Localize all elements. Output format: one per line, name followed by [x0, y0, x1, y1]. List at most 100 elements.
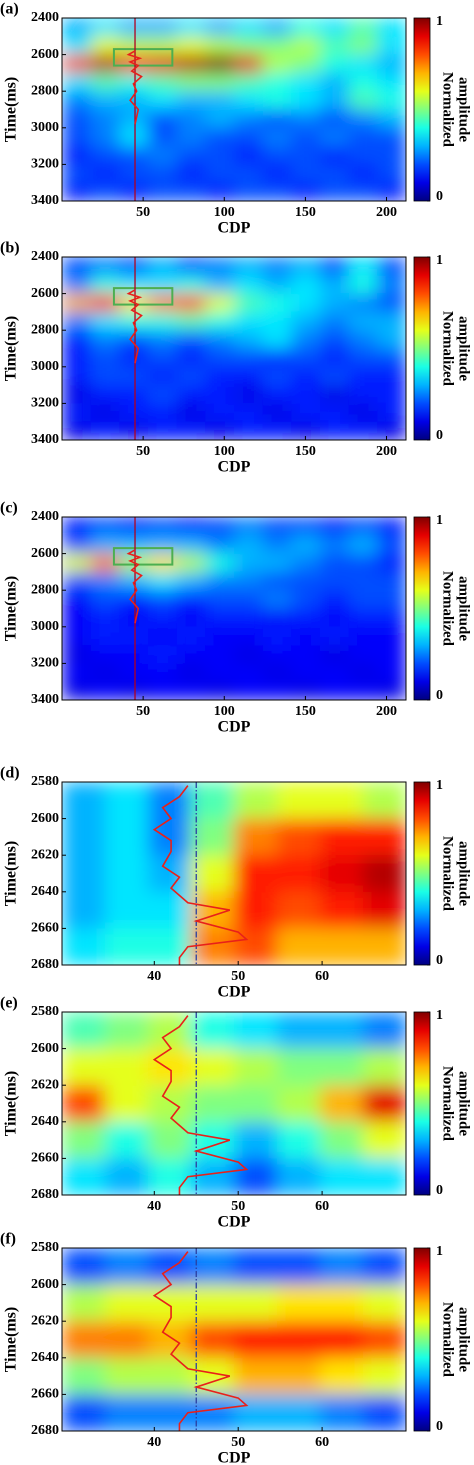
heat-cell	[262, 146, 292, 165]
heat-cell	[62, 1085, 106, 1123]
heat-cell	[176, 293, 206, 313]
heat-cell	[348, 403, 378, 423]
heat-cell	[62, 590, 92, 609]
y-tick-label: 3000	[31, 619, 59, 634]
heat-cell	[90, 293, 120, 313]
heat-cell	[90, 109, 120, 129]
heat-cell	[119, 571, 149, 591]
heat-cell	[363, 1048, 406, 1086]
x-tick-label: 50	[136, 205, 150, 220]
highlight-box	[112, 48, 174, 67]
heat-cell	[262, 571, 292, 591]
heat-cell	[363, 1284, 406, 1322]
x-tick-label: 100	[214, 704, 235, 719]
y-tick-label: 2400	[31, 10, 59, 25]
heat-cell	[291, 54, 321, 74]
heat-cell	[148, 645, 178, 664]
heat-cell	[291, 293, 321, 313]
heat-cell	[363, 1394, 406, 1431]
heat-cell	[148, 146, 178, 165]
heat-cell	[234, 818, 278, 856]
heat-cell	[234, 403, 264, 423]
x-tick-label: 100	[214, 444, 235, 459]
heat-cell	[62, 348, 92, 368]
heat-cell	[119, 421, 149, 440]
heat-cell	[62, 146, 92, 165]
heat-cell	[90, 182, 120, 201]
heat-cell	[348, 553, 378, 573]
heat-cell	[291, 403, 321, 423]
heat-cell	[377, 330, 406, 349]
heat-cell	[291, 590, 321, 609]
heat-cell	[262, 681, 292, 700]
y-tick-label: 2580	[31, 1240, 59, 1255]
y-tick-label: 3400	[31, 432, 59, 447]
heat-cell	[234, 127, 264, 147]
heatmap-cells	[62, 18, 406, 201]
heat-cell	[320, 403, 350, 423]
heat-cell	[62, 164, 92, 184]
heat-cell	[234, 311, 264, 331]
heat-cell	[119, 36, 149, 56]
heat-cell	[205, 645, 235, 664]
y-axis-label: Time(ms)	[3, 316, 20, 381]
heat-cell	[291, 18, 321, 37]
colorbar-tick-label: 0	[436, 428, 443, 443]
heat-cell	[377, 403, 406, 423]
well-trace	[152, 1015, 249, 1195]
heat-cell	[176, 626, 206, 646]
heat-cell	[377, 18, 406, 37]
heat-cell	[291, 311, 321, 331]
heatmap	[62, 257, 406, 440]
y-tick-label: 2680	[31, 1187, 59, 1202]
heat-cell	[148, 366, 178, 386]
heat-cell	[348, 54, 378, 74]
heat-cell	[234, 146, 264, 165]
heat-cell	[148, 855, 192, 893]
colorbar-label: Normalized	[440, 72, 456, 148]
heat-cell	[176, 608, 206, 628]
heat-cell	[191, 1248, 235, 1286]
y-tick-label: 2660	[31, 1387, 59, 1402]
heat-cell	[176, 421, 206, 440]
heat-cell	[291, 109, 321, 129]
colorbar-tick-label: 1	[436, 1008, 443, 1023]
heat-cell	[291, 571, 321, 591]
heat-cell	[377, 164, 406, 184]
y-tick-label: 3400	[31, 193, 59, 208]
heat-cell	[234, 855, 278, 893]
heat-cell	[234, 626, 264, 646]
heat-cell	[62, 571, 92, 591]
heat-cell	[90, 54, 120, 74]
heat-cell	[320, 275, 350, 295]
colorbar	[413, 17, 431, 202]
heat-cell	[262, 348, 292, 368]
heat-cell	[277, 1121, 321, 1159]
y-tick-label: 2620	[31, 1313, 59, 1328]
heat-cell	[320, 818, 364, 856]
heat-cell	[62, 1121, 106, 1159]
heat-cell	[62, 293, 92, 313]
heat-cell	[105, 1012, 149, 1050]
heat-cell	[262, 403, 292, 423]
panel-label: (d)	[0, 765, 20, 782]
heat-cell	[148, 348, 178, 368]
heat-cell	[62, 311, 92, 331]
heat-cell	[234, 571, 264, 591]
heat-cell	[90, 366, 120, 386]
heat-cell	[348, 385, 378, 404]
colorbar	[413, 1247, 431, 1432]
heat-cell	[234, 535, 264, 555]
heat-cell	[119, 681, 149, 700]
heat-cell	[234, 366, 264, 386]
heat-cell	[291, 146, 321, 165]
panel-label: (e)	[0, 995, 18, 1012]
heat-cell	[320, 782, 364, 820]
heat-cell	[348, 608, 378, 628]
heat-cell	[105, 1121, 149, 1159]
heatmap	[62, 517, 406, 700]
y-axis-label: Time(ms)	[3, 1071, 20, 1136]
colorbar-label: Normalized	[440, 1302, 456, 1378]
x-tick-label: 150	[295, 205, 316, 220]
